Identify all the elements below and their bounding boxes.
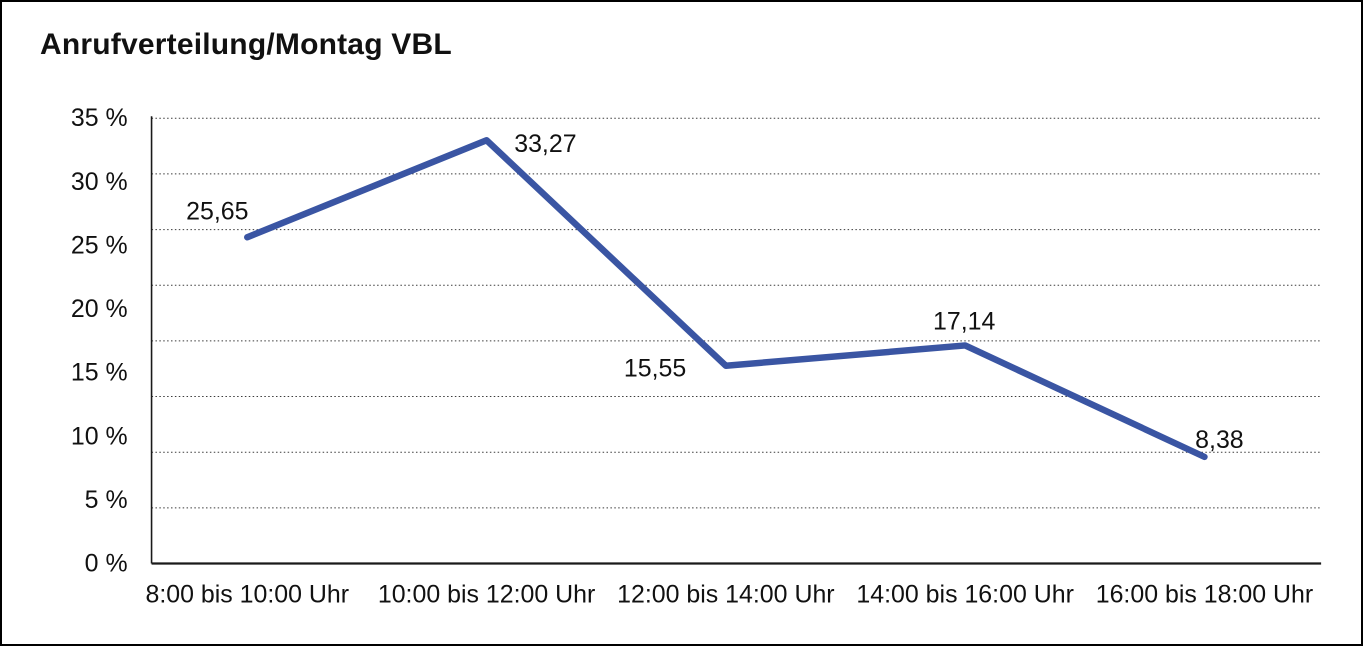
data-label: 8,38 bbox=[1195, 426, 1244, 454]
data-label: 15,55 bbox=[624, 355, 686, 383]
y-tick-label: 30 % bbox=[71, 168, 128, 196]
x-tick-label: 16:00 bis 18:00 Uhr bbox=[1096, 580, 1313, 608]
series-line bbox=[244, 137, 1208, 461]
x-tick-label: 10:00 bis 12:00 Uhr bbox=[378, 580, 595, 608]
y-tick-label: 20 % bbox=[71, 295, 128, 323]
data-label: 17,14 bbox=[933, 308, 996, 336]
x-tick-label: 14:00 bis 16:00 Uhr bbox=[856, 580, 1073, 608]
data-label: 25,65 bbox=[186, 197, 248, 225]
y-tick-label: 35 % bbox=[71, 104, 128, 132]
data-label: 33,27 bbox=[514, 130, 576, 158]
x-tick-label: 12:00 bis 14:00 Uhr bbox=[617, 580, 834, 608]
y-tick-label: 15 % bbox=[71, 359, 128, 387]
y-tick-label: 10 % bbox=[71, 422, 128, 450]
chart-title: Anrufverteilung/Montag VBL bbox=[40, 28, 452, 61]
y-tick-label: 0 % bbox=[85, 550, 128, 578]
x-tick-label: 8:00 bis 10:00 Uhr bbox=[145, 580, 349, 608]
y-tick-label: 25 % bbox=[71, 232, 128, 260]
y-tick-label: 5 % bbox=[85, 486, 128, 514]
